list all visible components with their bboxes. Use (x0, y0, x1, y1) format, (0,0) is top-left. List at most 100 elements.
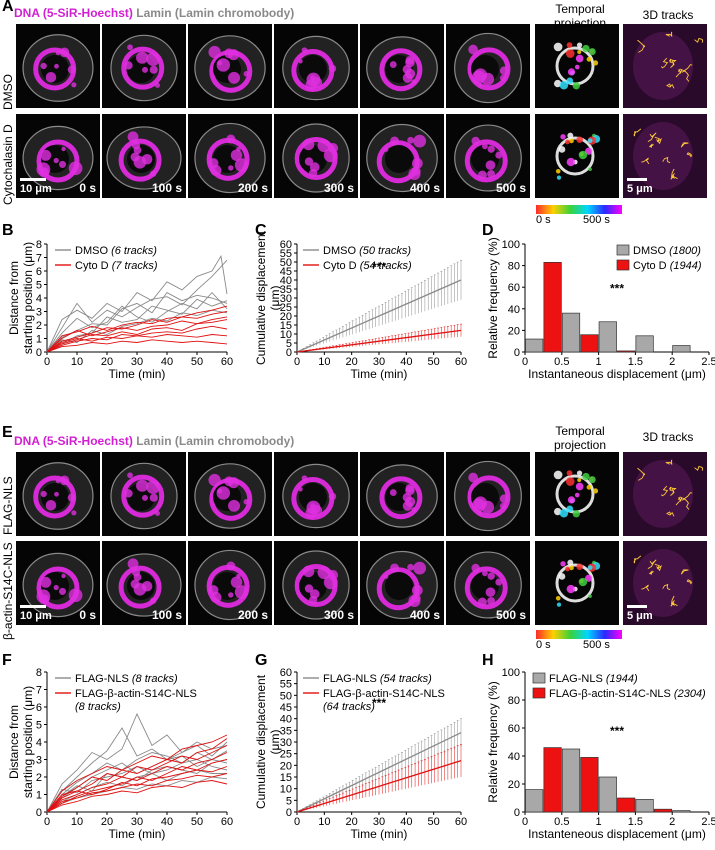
histogram-bar (543, 262, 562, 353)
chart-d-histogram: 0 0.5 1 1.5 2 2.5 0 20 40 60 80 100 Instantaneous di… (486, 237, 715, 381)
y-tick-label: 15 (280, 772, 292, 784)
colorbar-end-label: 500 s (583, 214, 610, 226)
a-3d-tracks-tile: 5 μm (623, 114, 707, 198)
series-line (296, 329, 462, 353)
lamin-channel-label: Lamin (Lamin chromobody) (136, 6, 295, 20)
histogram-bar (525, 789, 544, 813)
y-tick-label: 45 (280, 266, 292, 278)
x-tick-label: 10 (71, 816, 83, 828)
x-tick-label: 30 (131, 356, 143, 368)
y-tick-label: 0 (286, 347, 292, 359)
x-tick-label: 0 (44, 356, 50, 368)
x-tick-label: 2.5 (701, 816, 715, 828)
y-tick-label: 5 (36, 280, 42, 292)
y-tick-label: 30 (280, 293, 292, 305)
y-tick-label: 0 (36, 347, 42, 359)
a-image-tile: 300 s (274, 114, 358, 198)
e-image-tile: 400 s (360, 541, 444, 625)
x-tick-label: 10 (318, 816, 330, 828)
significance-annotation: *** (372, 260, 386, 274)
a-image-tile: 100 s (102, 114, 186, 198)
e-image-tile (274, 452, 358, 536)
y-tick-label: 2 (36, 772, 42, 784)
a-image-tile: 0 s 10 μm (16, 114, 100, 198)
row-label-cytochalasin: Cytochalasin D (1, 124, 15, 205)
e-image-tile (16, 452, 100, 536)
x-tick-label: 20 (101, 816, 113, 828)
x-tick-label: 0 (294, 356, 300, 368)
series-line (296, 732, 462, 813)
y-tick-label: 55 (280, 248, 292, 260)
e-timepoint-label: 500 s (495, 608, 526, 622)
panel-letter-c: C (255, 222, 267, 239)
chart-f-distance: 0 10 20 30 40 50 60 0 1 2 3 4 5 6 7 8 Time (min) Distance… (7, 667, 233, 841)
chart-g-cumulative: 0 10 20 30 40 50 60051015202530354045505560Tim… (254, 667, 467, 841)
histogram-bar (635, 799, 654, 813)
a-scalebar-label: 10 μm (20, 183, 52, 195)
a-image-tile: 400 s (360, 114, 444, 198)
y-tick-label: 80 (508, 261, 520, 273)
x-tick-label: 50 (428, 356, 440, 368)
a-image-tile: 200 s (188, 114, 272, 198)
y-tick-label: 20 (508, 325, 520, 337)
series-line (46, 334, 228, 353)
x-axis-label: Time (min) (109, 367, 166, 381)
y-tick-label: 5 (286, 795, 292, 807)
x-tick-label: 1 (596, 356, 602, 368)
y-tick-label: 5 (36, 720, 42, 732)
histogram-bar (598, 321, 617, 353)
x-tick-label: 10 (71, 356, 83, 368)
y-tick-label: 7 (36, 685, 42, 697)
e-image-tile: 300 s (274, 541, 358, 625)
series-line (46, 738, 228, 813)
x-tick-label: 2.5 (701, 356, 715, 368)
e-image-tile (188, 452, 272, 536)
histogram-bar (672, 810, 691, 813)
series-line (46, 254, 228, 353)
y-tick-label: 40 (508, 304, 520, 316)
a-image-tile: 500 s (446, 114, 530, 198)
lamin-channel-label-e: Lamin (Lamin chromobody) (136, 434, 295, 448)
y-tick-label: 2 (36, 320, 42, 332)
colorbar-start-label-e: 0 s (536, 639, 551, 651)
legend-entry: FLAG-NLS (8 tracks) (75, 673, 178, 685)
x-axis-label: Instantaneous displacement (μm) (528, 367, 706, 381)
series-line (46, 309, 228, 353)
y-tick-label: 8 (36, 667, 42, 679)
y-axis-label: Relative frequency (%) (486, 681, 500, 802)
e-image-tile: 100 s (102, 541, 186, 625)
y-tick-label: 1 (36, 334, 42, 346)
series-line (46, 780, 228, 813)
time-colorbar-e (536, 630, 622, 639)
e-image-tile (446, 452, 530, 536)
panel-letter-e: E (2, 424, 13, 441)
a-timepoint-label: 100 s (151, 181, 182, 195)
histogram-bar (617, 797, 636, 813)
e-timepoint-label: 400 s (409, 608, 440, 622)
y-tick-label: 60 (280, 667, 292, 679)
series-line (46, 291, 228, 353)
e-3d-tracks-tile: 5 μm (623, 541, 707, 625)
colorbar-start-label: 0 s (536, 214, 551, 226)
y-tick-label: 6 (36, 702, 42, 714)
x-tick-label: 60 (221, 816, 233, 828)
legend-entry: FLAG-β-actin-S14C-NLS (8 tracks) (75, 688, 200, 713)
histogram-bar (635, 335, 654, 353)
legend-swatch (616, 259, 630, 271)
a-temporal-projection-tile (535, 114, 619, 198)
y-tick-label: 20 (280, 311, 292, 323)
histogram-bar (561, 312, 581, 353)
y-axis-label: Distance fromstarting position (μm) (7, 686, 35, 798)
row-label-beta-actin: β-actin-S14C-NLS (1, 542, 15, 640)
y-tick-label: 60 (508, 723, 520, 735)
y-tick-label: 7 (36, 253, 42, 265)
panel-letter-d: D (482, 222, 494, 239)
e-image-tile (102, 452, 186, 536)
e-image-tile (360, 452, 444, 536)
e-image-tile: 0 s 10 μm (16, 541, 100, 625)
temporal-projection-header-e: Temporal projection (553, 424, 607, 452)
y-tick-label: 20 (280, 760, 292, 772)
series-line (46, 298, 228, 353)
y-tick-label: 4 (36, 293, 42, 305)
e-tracks-scalebar (627, 605, 647, 608)
